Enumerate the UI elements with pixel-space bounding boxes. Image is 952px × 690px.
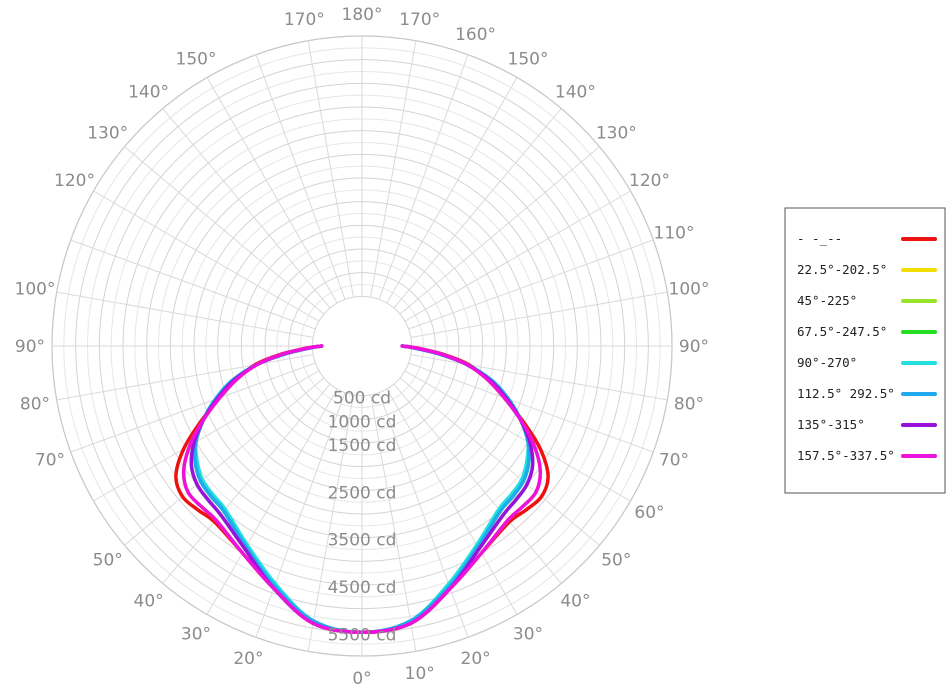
grid-spoke [370, 394, 417, 652]
legend-entry-label: 135°-315° [797, 417, 865, 432]
angle-label: 100° [15, 279, 56, 299]
legend-entry-label: - -_-- [797, 231, 842, 246]
grid-spoke [70, 239, 316, 330]
grid-spoke [408, 362, 654, 453]
angle-label: 70° [659, 451, 689, 471]
grid-spoke [206, 77, 338, 304]
grid-spoke [206, 388, 338, 615]
angle-label: 170° [399, 10, 440, 30]
angle-label: 180° [342, 5, 383, 25]
grid-spoke [93, 370, 320, 502]
legend-entry-label: 90°-270° [797, 355, 857, 370]
legend-entry-label: 157.5°-337.5° [797, 448, 895, 463]
grid-ring [311, 295, 413, 397]
angle-label: 40° [134, 591, 164, 611]
angle-label: 110° [654, 223, 695, 243]
angle-label: 160° [455, 25, 496, 45]
angle-label: 30° [181, 625, 211, 645]
grid-spoke [404, 370, 631, 502]
grid-spoke [370, 40, 417, 298]
grid-spoke [307, 394, 354, 652]
grid-spoke [399, 377, 600, 546]
angle-label: 140° [128, 83, 169, 103]
grid-spoke [393, 108, 562, 309]
grid-spoke [162, 108, 331, 309]
grid-spoke [393, 383, 562, 584]
grid-spoke [93, 190, 320, 322]
angle-label: 120° [629, 171, 670, 191]
angle-label: 50° [601, 550, 631, 570]
angle-label: 20° [233, 649, 263, 669]
legend-entry-label: 112.5° 292.5° [797, 386, 895, 401]
angle-label: 60° [634, 503, 664, 523]
grid-spoke [124, 146, 325, 315]
grid-spoke [408, 239, 654, 330]
angle-label: 90° [15, 337, 45, 357]
legend-entry-label: 45°-225° [797, 293, 857, 308]
angle-label: 40° [560, 591, 590, 611]
grid-spoke [56, 354, 314, 401]
grid-spoke [386, 77, 518, 304]
radial-label: 4500 cd [328, 578, 397, 598]
angle-label: 30° [513, 625, 543, 645]
angle-label: 0° [352, 669, 371, 689]
grid-spoke [56, 291, 314, 338]
grid-spoke [307, 40, 354, 298]
radial-label: 1000 cd [328, 412, 397, 432]
angle-label: 150° [176, 50, 217, 70]
legend-entry-label: 22.5°-202.5° [797, 262, 887, 277]
radial-label: 1500 cd [328, 436, 397, 456]
grid-spoke [399, 146, 600, 315]
angle-labels: 0° 10° 20° 30° 40° 50° 60° 70° 80° 90° 100° 110° 120… [15, 5, 710, 689]
radial-labels: 500 cd 1000 cd 1500 cd 2500 cd 3500 cd 4500 c… [328, 389, 397, 646]
grid-spoke [404, 190, 631, 322]
grid-spoke [124, 377, 325, 546]
grid-spoke [378, 392, 469, 638]
grid-spoke [410, 354, 668, 401]
series-layer [174, 344, 550, 635]
grid-spoke [410, 291, 668, 338]
legend: - -_-- 22.5°-202.5° 45°-225° 67.5°-247.5° 90… [784, 207, 946, 494]
angle-label: 50° [93, 550, 123, 570]
radial-label: 5500 cd [328, 625, 397, 645]
grid-spoke [386, 388, 518, 615]
series-line-7 [181, 344, 543, 635]
legend-box [784, 207, 946, 494]
angle-label: 130° [596, 124, 637, 144]
radial-label: 500 cd [333, 389, 391, 409]
angle-label: 80° [20, 395, 50, 415]
angle-label: 170° [284, 10, 325, 30]
radial-label: 2500 cd [328, 483, 397, 503]
radial-label: 3500 cd [328, 531, 397, 551]
grid-spoke [255, 54, 346, 300]
angle-label: 20° [461, 649, 491, 669]
angle-label: 120° [54, 171, 95, 191]
angle-label: 80° [674, 395, 704, 415]
grid-spoke [162, 383, 331, 584]
grid-spoke [255, 392, 346, 638]
angle-label: 10° [405, 664, 435, 684]
polar-grid [51, 35, 673, 657]
angle-label: 100° [669, 279, 710, 299]
angle-label: 90° [679, 337, 709, 357]
legend-entry-label: 67.5°-247.5° [797, 324, 887, 339]
grid-spoke [70, 362, 316, 453]
grid-spoke [378, 54, 469, 300]
angle-label: 150° [508, 50, 549, 70]
angle-label: 140° [555, 83, 596, 103]
angle-label: 130° [87, 124, 128, 144]
angle-label: 70° [35, 451, 65, 471]
